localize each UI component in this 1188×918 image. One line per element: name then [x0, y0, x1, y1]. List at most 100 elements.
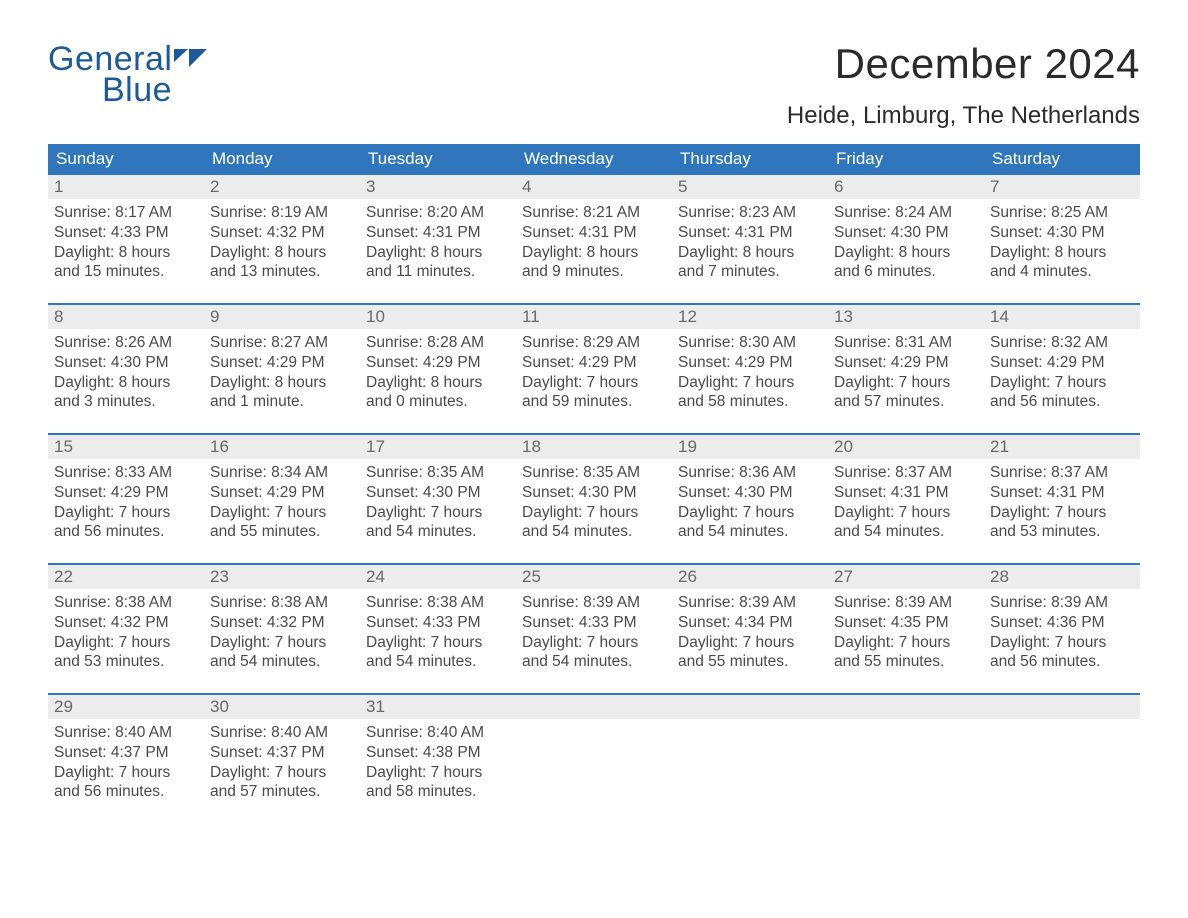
day-number-row: 4 — [516, 175, 672, 199]
calendar-day: 28Sunrise: 8:39 AMSunset: 4:36 PMDayligh… — [984, 565, 1140, 693]
day-number-row: 31 — [360, 695, 516, 719]
day-details: Sunrise: 8:39 AMSunset: 4:35 PMDaylight:… — [828, 589, 984, 676]
sunset-text: Sunset: 4:31 PM — [522, 223, 666, 243]
calendar-week: 8Sunrise: 8:26 AMSunset: 4:30 PMDaylight… — [48, 303, 1140, 433]
day-details: Sunrise: 8:19 AMSunset: 4:32 PMDaylight:… — [204, 199, 360, 286]
day-details: Sunrise: 8:27 AMSunset: 4:29 PMDaylight:… — [204, 329, 360, 416]
daylight-text-1: Daylight: 7 hours — [54, 763, 198, 783]
calendar-week: 22Sunrise: 8:38 AMSunset: 4:32 PMDayligh… — [48, 563, 1140, 693]
calendar-day: 8Sunrise: 8:26 AMSunset: 4:30 PMDaylight… — [48, 305, 204, 433]
day-number: 5 — [678, 177, 687, 196]
sunrise-text: Sunrise: 8:38 AM — [210, 593, 354, 613]
calendar-day: 11Sunrise: 8:29 AMSunset: 4:29 PMDayligh… — [516, 305, 672, 433]
calendar-day: 16Sunrise: 8:34 AMSunset: 4:29 PMDayligh… — [204, 435, 360, 563]
sunset-text: Sunset: 4:33 PM — [54, 223, 198, 243]
calendar-day-empty: . — [516, 695, 672, 823]
daylight-text-1: Daylight: 7 hours — [834, 503, 978, 523]
sunset-text: Sunset: 4:31 PM — [678, 223, 822, 243]
daylight-text-1: Daylight: 7 hours — [522, 633, 666, 653]
day-number: 11 — [522, 307, 540, 326]
calendar-day: 23Sunrise: 8:38 AMSunset: 4:32 PMDayligh… — [204, 565, 360, 693]
sunset-text: Sunset: 4:30 PM — [678, 483, 822, 503]
weekday-header: Sunday — [48, 144, 204, 175]
daylight-text-2: and 59 minutes. — [522, 392, 666, 412]
day-number: 15 — [54, 437, 73, 456]
sunrise-text: Sunrise: 8:25 AM — [990, 203, 1134, 223]
day-number: 8 — [54, 307, 63, 326]
daylight-text-1: Daylight: 7 hours — [210, 763, 354, 783]
day-number-row: 5 — [672, 175, 828, 199]
calendar-day: 19Sunrise: 8:36 AMSunset: 4:30 PMDayligh… — [672, 435, 828, 563]
sunrise-text: Sunrise: 8:19 AM — [210, 203, 354, 223]
sunrise-text: Sunrise: 8:24 AM — [834, 203, 978, 223]
sunrise-text: Sunrise: 8:39 AM — [522, 593, 666, 613]
day-details: Sunrise: 8:30 AMSunset: 4:29 PMDaylight:… — [672, 329, 828, 416]
sunrise-text: Sunrise: 8:32 AM — [990, 333, 1134, 353]
day-number: 24 — [366, 567, 385, 586]
daylight-text-1: Daylight: 7 hours — [366, 763, 510, 783]
daylight-text-2: and 55 minutes. — [210, 522, 354, 542]
day-details: Sunrise: 8:40 AMSunset: 4:37 PMDaylight:… — [204, 719, 360, 806]
sunset-text: Sunset: 4:30 PM — [54, 353, 198, 373]
sunset-text: Sunset: 4:31 PM — [366, 223, 510, 243]
daylight-text-2: and 57 minutes. — [210, 782, 354, 802]
daylight-text-2: and 3 minutes. — [54, 392, 198, 412]
day-number-row: 2 — [204, 175, 360, 199]
sunset-text: Sunset: 4:32 PM — [210, 613, 354, 633]
day-details: Sunrise: 8:38 AMSunset: 4:32 PMDaylight:… — [48, 589, 204, 676]
day-number-row: 11 — [516, 305, 672, 329]
daylight-text-2: and 55 minutes. — [834, 652, 978, 672]
day-details: Sunrise: 8:20 AMSunset: 4:31 PMDaylight:… — [360, 199, 516, 286]
daylight-text-1: Daylight: 8 hours — [210, 373, 354, 393]
day-number-row: 15 — [48, 435, 204, 459]
day-details: Sunrise: 8:39 AMSunset: 4:34 PMDaylight:… — [672, 589, 828, 676]
sunset-text: Sunset: 4:29 PM — [210, 353, 354, 373]
location-subtitle: Heide, Limburg, The Netherlands — [787, 102, 1140, 130]
sunrise-text: Sunrise: 8:31 AM — [834, 333, 978, 353]
day-number: 21 — [990, 437, 1009, 456]
weekday-header: Friday — [828, 144, 984, 175]
day-details: Sunrise: 8:37 AMSunset: 4:31 PMDaylight:… — [828, 459, 984, 546]
daylight-text-1: Daylight: 7 hours — [990, 633, 1134, 653]
sunrise-text: Sunrise: 8:27 AM — [210, 333, 354, 353]
day-number: 2 — [210, 177, 219, 196]
day-details: Sunrise: 8:32 AMSunset: 4:29 PMDaylight:… — [984, 329, 1140, 416]
daylight-text-1: Daylight: 8 hours — [834, 243, 978, 263]
daylight-text-2: and 13 minutes. — [210, 262, 354, 282]
calendar-day: 14Sunrise: 8:32 AMSunset: 4:29 PMDayligh… — [984, 305, 1140, 433]
sunset-text: Sunset: 4:29 PM — [54, 483, 198, 503]
day-number: 1 — [54, 177, 63, 196]
day-details: Sunrise: 8:31 AMSunset: 4:29 PMDaylight:… — [828, 329, 984, 416]
calendar-day-empty: . — [828, 695, 984, 823]
sunset-text: Sunset: 4:37 PM — [54, 743, 198, 763]
day-number: 22 — [54, 567, 73, 586]
day-number: 25 — [522, 567, 541, 586]
sunset-text: Sunset: 4:29 PM — [366, 353, 510, 373]
weekday-header: Wednesday — [516, 144, 672, 175]
daylight-text-1: Daylight: 8 hours — [210, 243, 354, 263]
day-details: Sunrise: 8:25 AMSunset: 4:30 PMDaylight:… — [984, 199, 1140, 286]
daylight-text-2: and 0 minutes. — [366, 392, 510, 412]
calendar-day: 17Sunrise: 8:35 AMSunset: 4:30 PMDayligh… — [360, 435, 516, 563]
daylight-text-1: Daylight: 8 hours — [990, 243, 1134, 263]
calendar-day: 27Sunrise: 8:39 AMSunset: 4:35 PMDayligh… — [828, 565, 984, 693]
day-number: 16 — [210, 437, 229, 456]
daylight-text-2: and 15 minutes. — [54, 262, 198, 282]
day-number: 23 — [210, 567, 229, 586]
sunrise-text: Sunrise: 8:34 AM — [210, 463, 354, 483]
calendar-day: 2 Sunrise: 8:19 AMSunset: 4:32 PMDaylight… — [204, 175, 360, 303]
day-number-row: 6 — [828, 175, 984, 199]
day-number: 7 — [990, 177, 999, 196]
sunrise-text: Sunrise: 8:38 AM — [366, 593, 510, 613]
daylight-text-2: and 56 minutes. — [54, 522, 198, 542]
day-number-row: 16 — [204, 435, 360, 459]
sunrise-text: Sunrise: 8:39 AM — [834, 593, 978, 613]
daylight-text-1: Daylight: 7 hours — [210, 503, 354, 523]
calendar-day: 18Sunrise: 8:35 AMSunset: 4:30 PMDayligh… — [516, 435, 672, 563]
day-details: Sunrise: 8:38 AMSunset: 4:33 PMDaylight:… — [360, 589, 516, 676]
calendar-day: 26Sunrise: 8:39 AMSunset: 4:34 PMDayligh… — [672, 565, 828, 693]
daylight-text-1: Daylight: 7 hours — [366, 633, 510, 653]
daylight-text-1: Daylight: 7 hours — [834, 373, 978, 393]
calendar-day-empty: . — [984, 695, 1140, 823]
sunset-text: Sunset: 4:29 PM — [990, 353, 1134, 373]
